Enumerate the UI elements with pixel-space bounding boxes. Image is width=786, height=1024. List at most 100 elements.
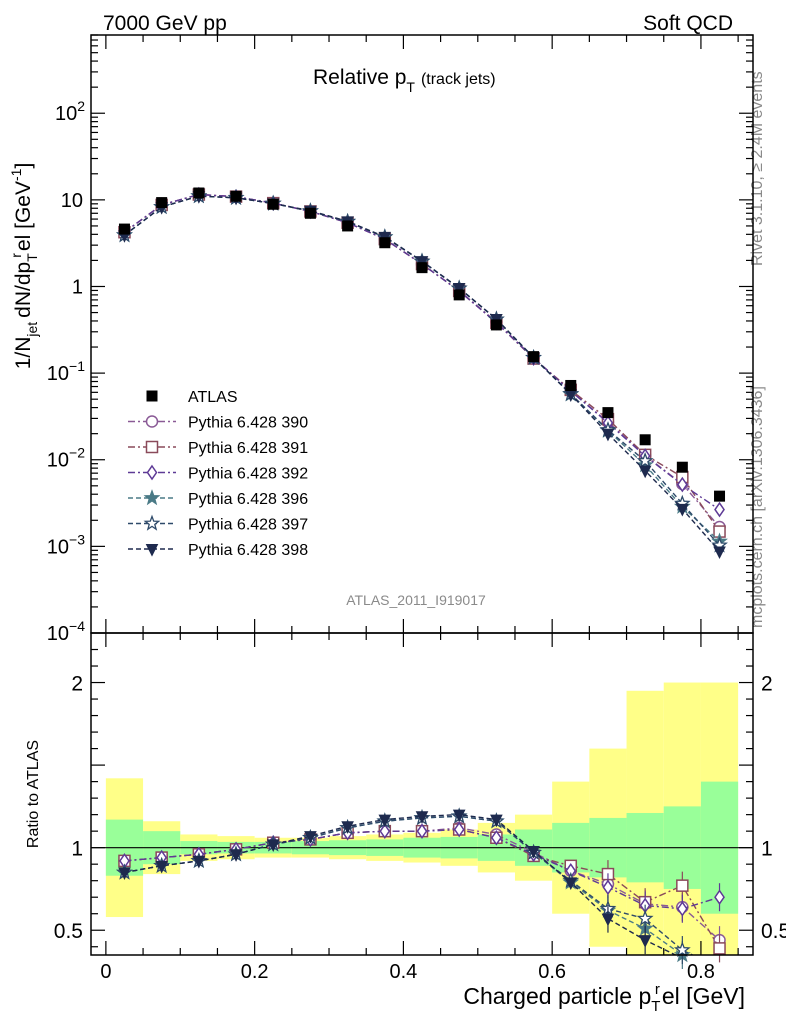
plot-title-main: Relative p <box>313 66 406 89</box>
legend-marker-3 <box>143 489 161 506</box>
y-axis-label-ratio: Ratio to ATLAS <box>25 740 42 848</box>
ratio-tick-label-right: 0.5 <box>761 920 786 943</box>
data-point <box>156 197 168 209</box>
legend-item-data: ATLAS <box>146 389 238 406</box>
y-axis-label-main: 1/NjetdN/dpTrel [GeV-1] <box>8 163 40 370</box>
data-point <box>230 190 242 202</box>
series-point-5 <box>713 546 726 560</box>
ratio-tick-label-right: 1 <box>761 838 773 861</box>
legend-item-2: Pythia 6.428 392 <box>128 464 308 483</box>
legend-marker-4 <box>143 514 161 531</box>
header-left: 7000 GeV pp <box>103 12 227 35</box>
ratio-point-5 <box>155 860 168 874</box>
ratio-point-5 <box>266 839 280 852</box>
x-tick-label: 0.8 <box>687 961 715 983</box>
ratio-point-5 <box>229 849 243 862</box>
legend-marker-2 <box>146 464 158 481</box>
legend-marker-5 <box>145 544 159 557</box>
legend: ATLAS Pythia 6.428 390 Pythia 6.428 391 Pyt… <box>128 389 308 559</box>
ratio-point-4 <box>636 909 654 926</box>
y-tick-label: 10−4 <box>47 618 85 645</box>
series-point-5 <box>415 256 429 269</box>
ratio-point-2 <box>453 821 465 838</box>
data-point <box>565 379 577 391</box>
ratio-point-5 <box>192 855 206 869</box>
ratio-point-5 <box>415 811 429 824</box>
data-point <box>453 289 465 301</box>
ratio-point-5 <box>527 845 540 859</box>
x-tick-label: 0 <box>100 961 111 983</box>
data-point <box>267 198 279 210</box>
data-point <box>714 490 726 502</box>
legend-item-4: Pythia 6.428 397 <box>128 514 308 534</box>
data-point <box>118 223 130 235</box>
legend-label-data: ATLAS <box>188 389 238 406</box>
data-point <box>342 220 354 232</box>
x-axis-label: Charged particle pTrel [GeV] <box>463 981 745 1015</box>
main-y-ticks: 102 10 1 10−1 10−2 10−3 10−4 <box>47 34 753 645</box>
series-point-5 <box>676 503 689 517</box>
x-tick-label: 0.4 <box>389 961 417 983</box>
series-point-5 <box>452 283 466 296</box>
ratio-point-5 <box>564 877 578 890</box>
ratio-point-5 <box>304 831 317 844</box>
ratio-point-5 <box>638 935 652 948</box>
data-point <box>193 187 205 199</box>
y-tick-label: 10 <box>61 190 83 212</box>
data-point <box>379 237 391 249</box>
x-tick-label: 0.6 <box>538 961 566 983</box>
ratio-point-2 <box>379 823 391 839</box>
ratio-point-5 <box>341 821 354 834</box>
ratio-line-2 <box>124 828 720 910</box>
main-x-ticks <box>105 35 739 633</box>
ratio-point-1 <box>676 879 689 892</box>
ratio-point-2 <box>602 879 614 896</box>
series-line-2 <box>124 193 720 511</box>
series-point-4 <box>636 452 654 469</box>
legend-item-3: Pythia 6.428 396 <box>128 489 308 508</box>
data-point <box>528 351 540 363</box>
main-panel: 102 10 1 10−1 10−2 10−3 10−4 <box>47 34 754 645</box>
ratio-point-2 <box>676 900 688 917</box>
side-label-top: Rivet 3.1.10, ≥ 2.4M events <box>749 71 766 266</box>
data-point <box>490 319 502 331</box>
legend-label-2: Pythia 6.428 392 <box>188 466 308 483</box>
y-tick-label: 10−1 <box>47 358 85 385</box>
series-point-5 <box>601 428 615 442</box>
ratio-tick-label-right: 2 <box>761 673 773 696</box>
ratio-plot-area <box>91 682 753 969</box>
data-point <box>639 434 651 446</box>
ratio-point-5 <box>490 814 503 828</box>
legend-item-1: Pythia 6.428 391 <box>128 440 308 457</box>
ratio-line-0 <box>124 827 720 941</box>
ratio-x-ticks: 0 0.2 0.4 0.6 0.8 <box>100 633 739 983</box>
series-point-2 <box>714 501 725 518</box>
ratio-tick-label: 2 <box>71 673 83 696</box>
ratio-point-1 <box>713 942 726 955</box>
plot-title-sub: T <box>406 79 415 95</box>
ratio-tick-label: 1 <box>71 838 83 861</box>
data-point <box>676 461 688 473</box>
ratio-point-2 <box>490 829 502 846</box>
y-tick-label: 1 <box>72 276 83 298</box>
ratio-point-2 <box>714 889 725 906</box>
data-point <box>416 262 428 274</box>
ratio-tick-label: 0.5 <box>54 920 83 943</box>
series-line-3 <box>124 195 720 542</box>
ratio-point-5 <box>452 809 466 823</box>
series-point-5 <box>638 465 652 479</box>
x-tick-label: 0.2 <box>241 961 269 983</box>
y-tick-label: 10−2 <box>47 445 85 472</box>
main-plot-area <box>116 186 728 560</box>
legend-marker-0 <box>145 415 159 428</box>
ratio-point-5 <box>601 913 615 927</box>
legend-marker-data <box>146 390 158 402</box>
legend-label-0: Pythia 6.428 390 <box>188 415 308 432</box>
ratio-panel: 0.5 0.5 1 1 2 2 0 0.2 0.4 0.6 0.8 <box>54 632 786 983</box>
ratio-point-2 <box>416 823 428 839</box>
ratio-point-4 <box>673 941 691 958</box>
legend-marker-1 <box>145 440 159 454</box>
ratio-y-ticks: 0.5 0.5 1 1 2 2 <box>54 648 786 948</box>
legend-item-5: Pythia 6.428 398 <box>128 542 308 559</box>
